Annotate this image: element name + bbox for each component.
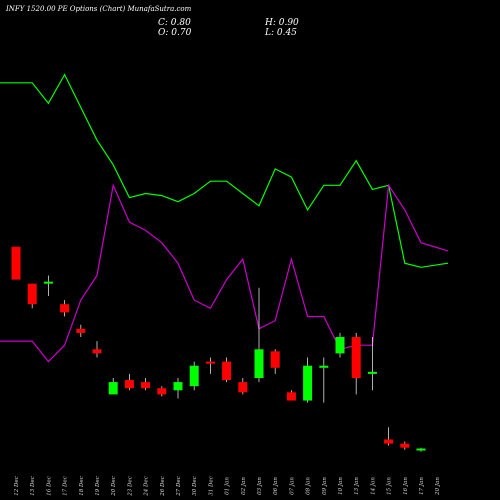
candle-body [286,392,296,401]
x-tick-label: 31 Dec [208,476,214,496]
candle-body [367,371,377,374]
x-tick-label: 02 Jan [241,477,247,495]
x-tick-label: 24 Dec [144,476,150,497]
open-value: O: 0.70 [158,28,192,38]
candle-body [335,337,345,354]
candle-body [319,365,329,368]
candle-body [416,448,426,451]
high-value: H: 0.90 [265,18,299,28]
candle-body [351,337,361,378]
candle-body [238,382,248,393]
x-tick-label: 23 Dec [127,476,133,497]
candle-body [173,382,183,391]
x-tick-label: 20 Jan [435,477,441,496]
chart-header: INFY 1520.00 PE Options (Chart) MunafaSu… [0,0,500,44]
x-tick-label: 03 Jan [257,477,263,495]
x-tick-label: 14 Jan [370,477,376,495]
x-tick-label: 16 Dec [46,476,52,496]
indicator-line-1 [0,73,449,268]
x-tick-label: 07 Jan [289,477,295,495]
low-value: L: 0.45 [265,28,297,38]
x-tick-label: 12 Dec [14,476,20,496]
x-tick-label: 13 Dec [30,476,36,496]
candle-body [303,365,313,401]
x-tick-label: 17 Jan [419,477,425,495]
candle-body [60,304,70,313]
x-tick-label: 26 Dec [160,476,166,497]
x-tick-label: 01 Jan [225,477,231,495]
candle-body [108,382,118,395]
candle-body [92,349,102,354]
x-tick-label: 09 Jan [322,477,328,495]
candle-body [400,443,410,448]
x-tick-label: 15 Jan [387,477,393,495]
x-tick-label: 13 Jan [354,477,360,495]
candle-body [124,380,134,389]
candle-body [11,246,21,280]
x-tick-label: 06 Jan [273,477,279,495]
indicator-line-2 [0,183,449,363]
candle-body [254,349,264,378]
candle-body [43,281,53,284]
x-tick-label: 27 Dec [176,476,182,497]
candle-body [189,365,199,387]
candle-body [157,388,167,395]
x-tick-label: 18 Dec [79,476,85,496]
chart-title: INFY 1520.00 PE Options (Chart) MunafaSu… [6,5,192,13]
candle-body [384,439,394,444]
x-tick-label: 16 Jan [403,477,409,495]
candle-body [270,351,280,368]
candle-body [27,283,37,305]
x-tick-label: 30 Dec [192,476,198,496]
candle-body [76,328,86,333]
candle-body [205,361,215,364]
x-tick-label: 19 Dec [95,476,101,496]
x-tick-label: 10 Jan [338,477,344,495]
candle-body [222,361,232,381]
candle-body [141,382,151,389]
x-tick-label: 17 Dec [63,476,69,496]
x-tick-label: 20 Dec [111,476,117,497]
x-tick-label: 08 Jan [306,477,312,495]
close-value: C: 0.80 [158,18,191,28]
